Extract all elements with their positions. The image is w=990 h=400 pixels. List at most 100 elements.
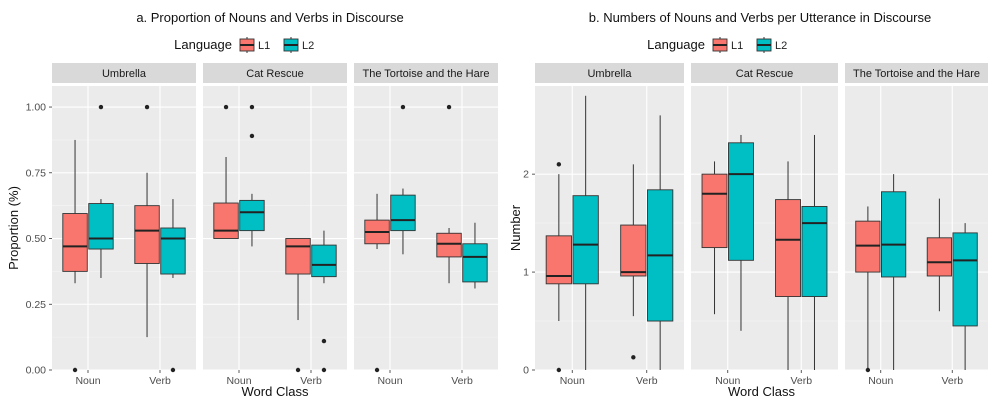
chart-b: b. Numbers of Nouns and Verbs per Uttera…: [508, 10, 988, 399]
x-tick-label: Verb: [451, 375, 473, 387]
facet-panel: Cat Rescue Noun Verb: [203, 63, 347, 387]
boxplot-verb-l2: [801, 134, 828, 370]
boxplot-verb-l1: [134, 104, 160, 338]
x-tick-label: Verb: [636, 375, 658, 387]
outlier-point: [249, 133, 255, 139]
facet-panel: Umbrella Noun Verb: [535, 63, 684, 387]
box-iqr: [88, 203, 114, 250]
boxplot-noun-l1: [855, 206, 881, 373]
x-tick-label: Verb: [149, 375, 171, 387]
legend-label: L2: [775, 40, 787, 52]
box-iqr: [160, 227, 186, 275]
boxplot-noun-l2: [239, 104, 265, 247]
box-iqr: [701, 173, 728, 249]
x-tick-label: Noun: [377, 375, 402, 387]
legend-label: L1: [731, 40, 743, 52]
outlier-point: [321, 367, 327, 373]
x-tick-label: Noun: [560, 375, 585, 387]
outlier-point: [144, 104, 150, 110]
y-axis-title: Proportion (%): [6, 186, 21, 270]
legend: Language L1 L2: [647, 37, 787, 53]
legend-key-L2: [283, 37, 299, 53]
boxplot-noun-l1: [701, 161, 728, 315]
box-iqr: [620, 224, 647, 277]
box-iqr: [572, 195, 599, 285]
outlier-point: [631, 355, 636, 360]
facet-strip-label: The Tortoise and the Hare: [853, 68, 980, 80]
boxplot-noun-l1: [213, 104, 239, 239]
facet-strip-label: Umbrella: [587, 68, 632, 80]
boxplot-noun-l2: [572, 95, 599, 370]
legend-key-L1: [712, 37, 728, 53]
legend-label: L1: [258, 40, 270, 52]
box-iqr: [801, 206, 828, 298]
outlier-point: [400, 104, 406, 110]
facet-strip-label: Umbrella: [102, 68, 147, 80]
outlier-point: [223, 104, 229, 110]
y-axis-title: Number: [508, 204, 523, 251]
y-tick-label: 0.25: [26, 299, 47, 311]
outlier-point: [170, 367, 176, 373]
outlier-point: [72, 367, 78, 373]
outlier-point: [249, 104, 255, 110]
box-iqr: [239, 199, 265, 232]
box-iqr: [213, 202, 239, 239]
facet-strip: [354, 63, 498, 83]
y-tick-label: 2: [523, 169, 529, 181]
y-tick-label: 0.75: [26, 167, 47, 179]
facet-panel: The Tortoise and the Hare Noun Verb: [354, 63, 498, 387]
box-iqr: [285, 238, 311, 275]
box-iqr: [881, 191, 907, 278]
facet-panel: The Tortoise and the Hare Noun Verb: [845, 63, 988, 387]
facet-strip: [203, 63, 347, 83]
y-tick-label: 0.50: [26, 233, 47, 245]
x-tick-label: Noun: [75, 375, 100, 387]
outlier-point: [556, 162, 562, 167]
boxplot-verb-l1: [926, 198, 952, 312]
boxplot-verb-l1: [285, 238, 311, 373]
boxplot-verb-l2: [952, 223, 978, 370]
boxplot-verb-l1: [436, 104, 462, 284]
boxplot-verb-l2: [647, 115, 674, 370]
outlier-point: [295, 367, 301, 373]
y-tick-label: 1.00: [26, 102, 47, 114]
box-iqr: [436, 232, 462, 258]
x-tick-label: Noun: [226, 375, 251, 387]
boxplot-noun-l2: [390, 104, 416, 255]
facet-strip: [691, 63, 838, 83]
x-tick-label: Verb: [941, 375, 963, 387]
x-tick-label: Noun: [868, 375, 893, 387]
x-tick-label: Noun: [715, 375, 740, 387]
facet-strip-label: Cat Rescue: [246, 68, 303, 80]
chart-title: b. Numbers of Nouns and Verbs per Uttera…: [589, 10, 932, 25]
outlier-point: [374, 367, 380, 373]
boxplot-verb-l1: [620, 164, 647, 360]
boxplot-verb-l2: [311, 230, 337, 373]
box-iqr: [462, 243, 488, 283]
chart-title: a. Proportion of Nouns and Verbs in Disc…: [136, 10, 403, 25]
facet-strip-label: Cat Rescue: [736, 68, 793, 80]
outlier-point: [446, 104, 452, 110]
legend-title: Language: [174, 37, 232, 52]
y-tick-label: 1: [523, 267, 529, 279]
y-tick-label: 0: [523, 365, 529, 377]
outlier-point: [556, 367, 562, 373]
legend: Language L1 L2: [174, 37, 314, 53]
facet-panel: Cat Rescue Noun Verb: [691, 63, 838, 387]
boxplot-verb-l2: [462, 222, 488, 289]
boxplot-noun-l2: [881, 174, 907, 370]
chart-a: a. Proportion of Nouns and Verbs in Disc…: [6, 10, 498, 399]
box-iqr: [390, 194, 416, 232]
legend-key-L1: [239, 37, 255, 53]
boxplot-noun-l2: [728, 134, 754, 331]
outlier-point: [321, 338, 327, 344]
facet-strip-label: The Tortoise and the Hare: [363, 68, 490, 80]
box-iqr: [728, 142, 754, 261]
boxplot-verb-l2: [160, 199, 186, 373]
box-iqr: [134, 205, 160, 264]
legend-label: L2: [302, 40, 314, 52]
box-iqr: [62, 213, 88, 272]
x-axis-title: Word Class: [728, 384, 795, 399]
boxplot-noun-l1: [545, 162, 572, 373]
